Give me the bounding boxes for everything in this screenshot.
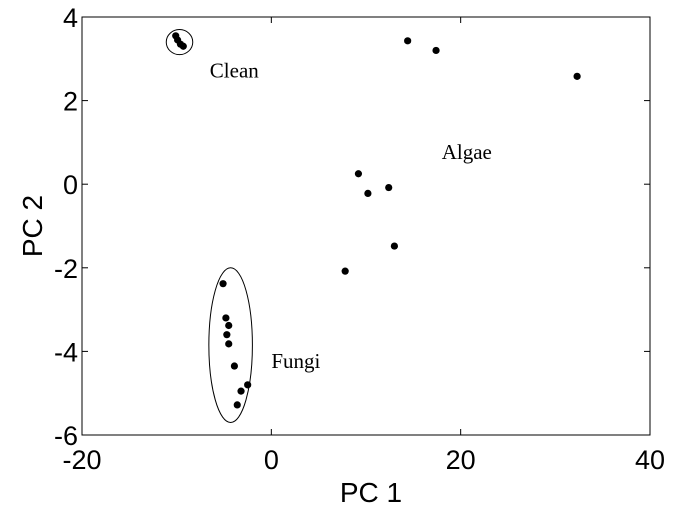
group-ellipses (165, 29, 253, 423)
data-point (390, 242, 398, 250)
data-point (244, 381, 252, 389)
data-point (233, 401, 241, 409)
x-tick-label: 20 (446, 445, 476, 475)
x-axis-label: PC 1 (340, 477, 402, 508)
plot-area (81, 16, 651, 436)
data-point (385, 183, 393, 192)
data-point (225, 340, 233, 348)
x-tick-label: 40 (635, 445, 665, 475)
data-point (404, 37, 412, 45)
group-label-fungi: Fungi (271, 349, 320, 373)
data-point (573, 72, 581, 80)
group-ellipse-clean (165, 29, 194, 56)
data-point (219, 280, 227, 288)
plot-frame (81, 16, 651, 436)
data-point (432, 46, 440, 55)
data-point (354, 170, 363, 178)
y-tick-label: 4 (63, 3, 78, 33)
y-tick-label: -6 (54, 421, 78, 451)
y-tick-label: 2 (63, 87, 78, 117)
data-point (179, 42, 187, 50)
y-tick-label: 0 (63, 170, 78, 200)
data-point (364, 189, 372, 197)
data-point (237, 387, 245, 395)
x-axis-ticks: -20 0 20 40 (62, 17, 665, 475)
data-point (222, 314, 230, 322)
y-axis-label: PC 2 (17, 195, 48, 257)
group-ellipse-fungi (208, 267, 253, 423)
data-point (230, 362, 239, 370)
group-label-algae: Algae (442, 140, 492, 164)
y-axis-ticks: -6 -4 -2 0 2 4 (54, 3, 650, 451)
data-points (172, 32, 581, 409)
group-labels: Clean Algae Fungi (210, 59, 492, 374)
data-point (225, 321, 233, 330)
x-tick-label: -20 (62, 445, 101, 475)
data-point (223, 331, 231, 339)
data-point (341, 267, 349, 275)
y-tick-label: -2 (54, 254, 78, 284)
group-label-clean: Clean (210, 59, 259, 83)
y-tick-label: -4 (54, 337, 78, 367)
x-tick-label: 0 (264, 445, 279, 475)
